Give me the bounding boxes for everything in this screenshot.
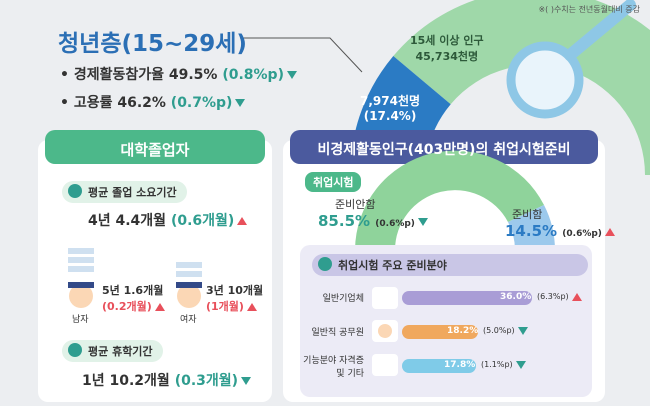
youth-population-value: 7,974천명	[360, 94, 421, 108]
male-value: 5년 1.6개월	[102, 284, 164, 297]
male-change: (0.2개월)	[102, 298, 165, 314]
male-change-text: (0.2개월)	[102, 300, 152, 313]
down-arrow	[235, 99, 246, 107]
magnifier	[506, 41, 584, 119]
field-change-text: (1.1%p)	[481, 360, 513, 369]
stat-change: (0.7%p)	[170, 95, 233, 111]
up-arrow	[571, 292, 582, 301]
field-icons	[372, 287, 398, 376]
field-value: 18.2%	[447, 326, 479, 336]
female-change-text: (1개월)	[206, 300, 244, 313]
up-arrow	[604, 227, 615, 236]
field-change: (1.1%p)	[481, 360, 526, 369]
yes-change: (0.6%p)	[562, 229, 602, 239]
field-label: 일반직 공무원	[311, 328, 364, 338]
yes-label: 준비함	[512, 208, 543, 221]
book-stack	[68, 248, 202, 277]
up-arrow	[237, 217, 248, 225]
no-label: 준비안함	[335, 198, 376, 211]
population: 15세 이상 인구 45,734천명	[410, 32, 484, 64]
stat-value: 46.2%	[117, 95, 166, 111]
field-value: 17.8%	[444, 360, 476, 370]
up-arrow	[154, 303, 165, 311]
section-label: 취업시험	[305, 172, 362, 192]
field-bar	[402, 359, 476, 373]
stat-value: 49.5%	[168, 67, 218, 83]
population-label: 15세 이상 인구	[410, 34, 484, 47]
person-icon	[68, 282, 202, 308]
down-arrow	[286, 71, 297, 79]
down-arrow	[241, 377, 252, 385]
female-label: 여자	[180, 315, 197, 325]
up-arrow	[246, 303, 257, 311]
population-value: 45,734천명	[415, 50, 479, 63]
duration-value: 4년 4.4개월	[88, 213, 167, 229]
stat-label: 고용률	[73, 95, 113, 111]
fields-title: 취업시험 주요 준비분야	[312, 254, 588, 276]
field-bar	[402, 325, 478, 339]
field-change-text: (6.3%p)	[537, 292, 569, 301]
connector	[240, 37, 363, 73]
right-title: 비경제활동인구(403만명)의 취업시험준비	[317, 142, 571, 158]
exam-arc-yes	[508, 205, 555, 250]
leave-value: 1년 10.2개월	[82, 373, 170, 389]
field-value: 36.0%	[500, 292, 532, 302]
leave-change: (0.3개월)	[174, 373, 239, 389]
female-change: (1개월)	[206, 298, 263, 314]
leave: 1년 10.2개월 (0.3개월)	[82, 370, 252, 390]
stat-change: (0.8%p)	[222, 67, 284, 83]
field-bar	[402, 291, 532, 305]
subheader: 평균 휴학기간	[62, 340, 163, 362]
youth-title: 청년층(15~29세)	[58, 31, 247, 57]
no-stat: 85.5% (0.6%p)	[318, 212, 428, 230]
field-change: (6.3%p)	[537, 292, 582, 301]
left-title: 대학졸업자	[120, 141, 190, 159]
duration-change: (0.6개월)	[170, 213, 235, 229]
down-arrow	[515, 360, 526, 369]
male-label: 남자	[72, 315, 89, 325]
down-arrow	[517, 326, 528, 335]
subheader: 평균 졸업 소요기간	[62, 181, 187, 203]
magnifier-handle	[564, 0, 636, 61]
field-change: (5.0%p)	[483, 326, 528, 335]
note: ※( )수치는 전년동월대비 증감	[538, 5, 640, 14]
yes-value: 14.5%	[505, 222, 558, 240]
youth-population-share: (17.4%)	[363, 109, 417, 123]
field-change-text: (5.0%p)	[483, 326, 515, 335]
right-header	[290, 130, 598, 164]
female-value: 3년 10개월	[206, 284, 264, 297]
stat: • 경제활동참가율 49.5% (0.8%p)	[60, 64, 297, 84]
field-label: 일반기업체	[322, 294, 364, 304]
yes-stat: 14.5% (0.6%p)	[505, 222, 615, 240]
left-header	[45, 130, 265, 164]
no-change: (0.6%p)	[375, 219, 415, 229]
female-stat: 3년 10개월 (1개월)	[206, 282, 263, 314]
stat: • 고용률 46.2% (0.7%p)	[60, 92, 246, 112]
no-value: 85.5%	[318, 212, 371, 230]
youth-population: 7,974천명 (17.4%)	[360, 92, 420, 123]
stat-label: 경제활동참가율	[73, 67, 164, 83]
male-stat: 5년 1.6개월 (0.2개월)	[102, 282, 165, 314]
duration: 4년 4.4개월 (0.6개월)	[88, 210, 248, 230]
down-arrow	[417, 217, 428, 226]
exam-arc-no	[355, 150, 544, 250]
left-panel	[38, 140, 272, 402]
field-label: 기능분야 자격증 및 기타	[303, 356, 364, 379]
